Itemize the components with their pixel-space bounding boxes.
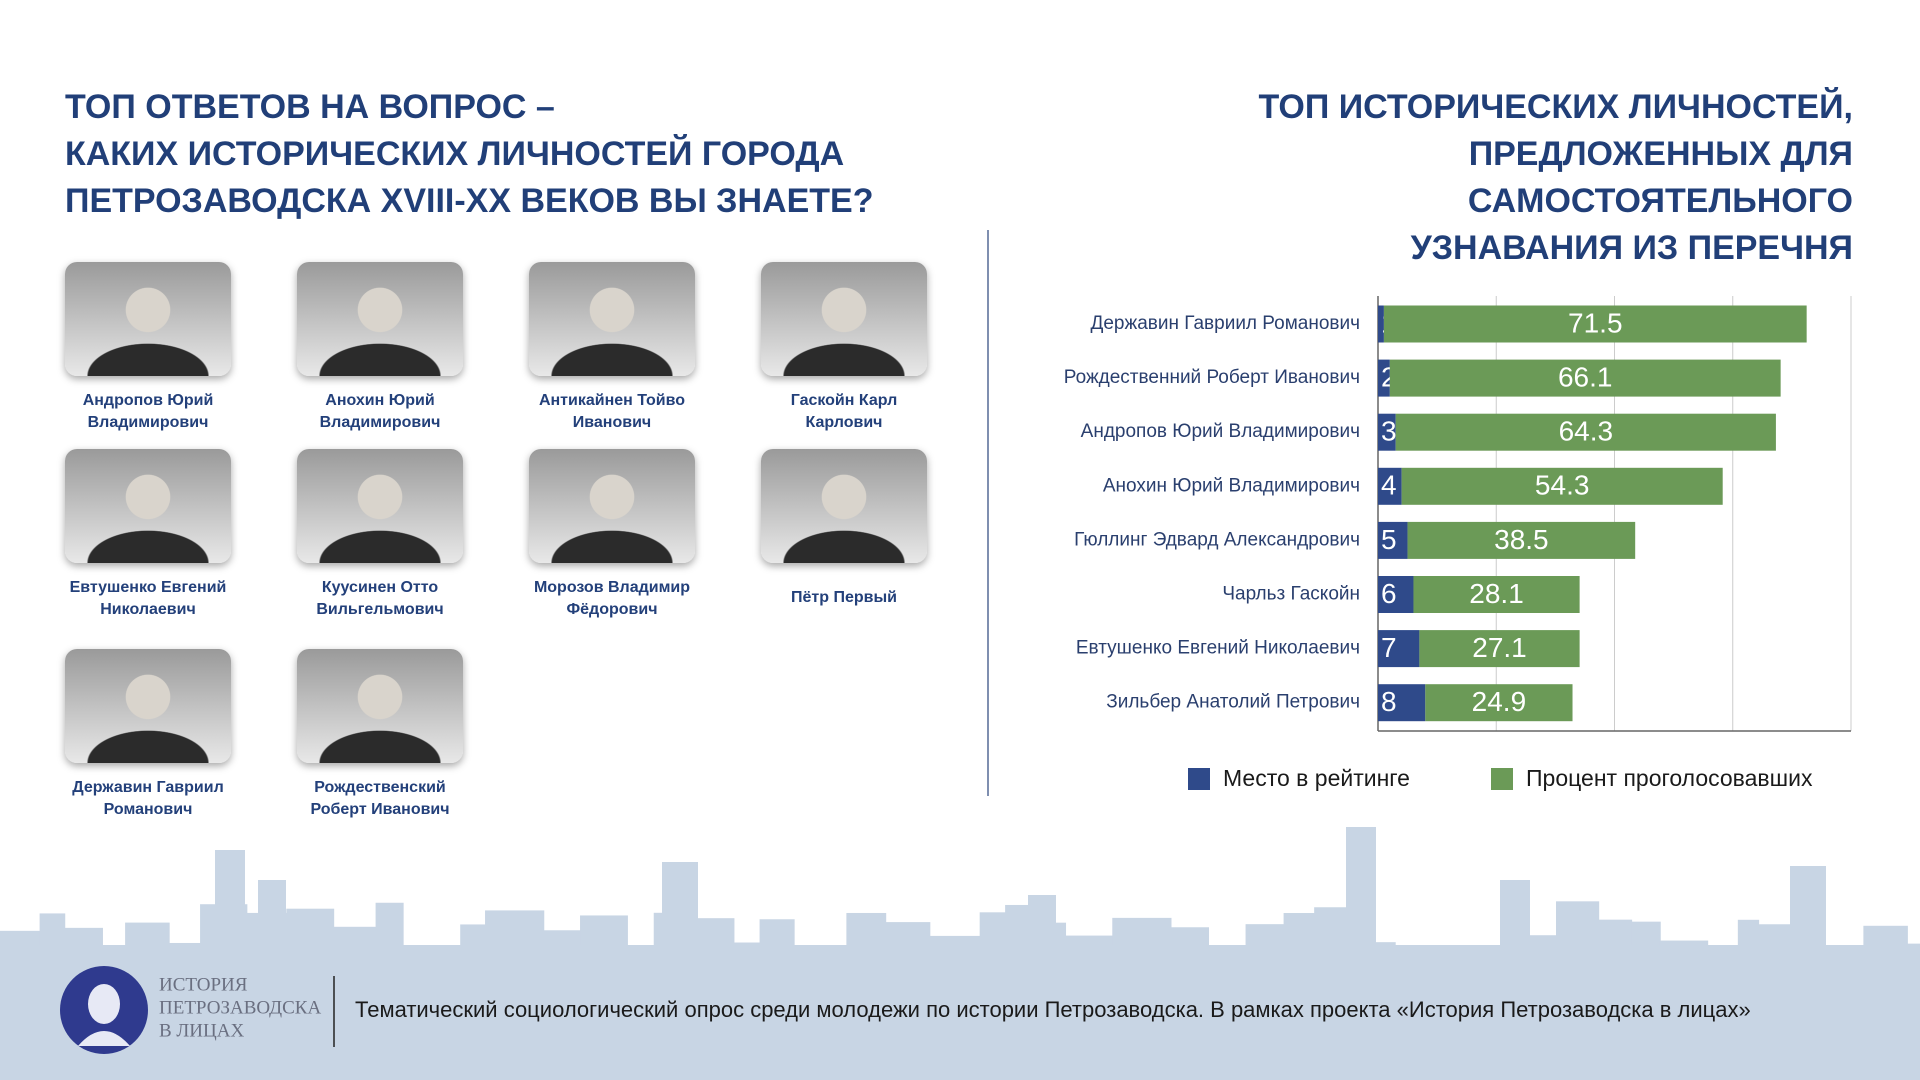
portrait (297, 262, 463, 376)
portrait (761, 449, 927, 563)
person: Андропов Юрий Владимирович (48, 262, 248, 434)
name-line: Морозов Владимир (533, 579, 691, 596)
person: Куусинен Отто Вильгельмович (280, 449, 480, 621)
person: Рождественский Роберт Иванович (280, 649, 480, 821)
chart-title: ТОП ИСТОРИЧЕСКИХ ЛИЧНОСТЕЙ, ПРЕДЛОЖЕННЫХ … (1258, 84, 1853, 272)
person-name: Анохин Юрий Владимирович (280, 390, 480, 434)
logo-text: ПЕТРОЗАВОДСКА (159, 997, 321, 1018)
name-line: Владимирович (319, 414, 441, 431)
name-line: Иванович (572, 414, 652, 431)
name-line: Антикайнен Тойво (538, 392, 686, 409)
person-name: Гаскойн Карл Карлович (744, 390, 944, 434)
person-name: Рождественский Роберт Иванович (280, 777, 480, 821)
name-line: Вильгельмович (316, 601, 444, 618)
portrait (65, 649, 231, 763)
logo-body (78, 1031, 130, 1046)
portrait (297, 449, 463, 563)
name-line: Владимирович (87, 414, 209, 431)
person: Гаскойн Карл Карлович (744, 262, 944, 434)
name-line: Евтушенко Евгений (69, 579, 227, 596)
portrait (529, 449, 695, 563)
person: Евтушенко Евгений Николаевич (48, 449, 248, 621)
name-line: Куусинен Отто (321, 579, 439, 596)
left-title: ТОП ОТВЕТОВ НА ВОПРОС – КАКИХ ИСТОРИЧЕСКИ… (65, 84, 873, 225)
title-line: УЗНАВАНИЯ ИЗ ПЕРЕЧНЯ (1410, 229, 1853, 267)
person: Пётр Первый (744, 449, 944, 609)
person: Антикайнен Тойво Иванович (512, 262, 712, 434)
name-line: Николаевич (100, 601, 196, 618)
ground (0, 945, 1920, 1080)
person-name: Державин Гавриил Романович (48, 777, 248, 821)
name-line: Андропов Юрий (82, 392, 214, 409)
title-line: ТОП ИСТОРИЧЕСКИХ ЛИЧНОСТЕЙ, (1258, 88, 1853, 126)
portrait (297, 649, 463, 763)
name-line: Карлович (805, 414, 883, 431)
name-line: Романович (103, 801, 193, 818)
portrait (529, 262, 695, 376)
title-line: ТОП ОТВЕТОВ НА ВОПРОС – (65, 88, 555, 126)
person-name: Евтушенко Евгений Николаевич (48, 577, 248, 621)
logo-figure (88, 984, 120, 1024)
person-name: Пётр Первый (744, 587, 944, 609)
title-line: ПЕТРОЗАВОДСКА XVIII-XX ВЕКОВ ВЫ ЗНАЕТЕ? (65, 182, 874, 220)
title-line: КАКИХ ИСТОРИЧЕСКИХ ЛИЧНОСТЕЙ ГОРОДА (65, 135, 845, 173)
portrait (65, 262, 231, 376)
person: Анохин Юрий Владимирович (280, 262, 480, 434)
person-name: Антикайнен Тойво Иванович (512, 390, 712, 434)
portrait (761, 262, 927, 376)
portrait (65, 449, 231, 563)
name-line: Рождественский (314, 779, 446, 796)
name-line: Пётр Первый (791, 589, 897, 606)
name-line: Державин Гавриил (72, 779, 224, 796)
footer-text: Тематический социологический опрос среди… (355, 997, 1751, 1022)
title-line: ПРЕДЛОЖЕННЫХ ДЛЯ (1468, 135, 1853, 173)
name-line: Гаскойн Карл (790, 392, 898, 409)
person: Державин Гавриил Романович (48, 649, 248, 821)
name-line: Фёдорович (566, 601, 658, 618)
logo-text: В ЛИЦАХ (159, 1020, 244, 1041)
person-name: Андропов Юрий Владимирович (48, 390, 248, 434)
logo-text: ИСТОРИЯ (159, 974, 248, 995)
title-line: САМОСТОЯТЕЛЬНОГО (1467, 182, 1853, 220)
person-name: Куусинен Отто Вильгельмович (280, 577, 480, 621)
name-line: Анохин Юрий (325, 392, 435, 409)
person-name: Морозов Владимир Фёдорович (512, 577, 712, 621)
person: Морозов Владимир Фёдорович (512, 449, 712, 621)
name-line: Роберт Иванович (310, 801, 450, 818)
